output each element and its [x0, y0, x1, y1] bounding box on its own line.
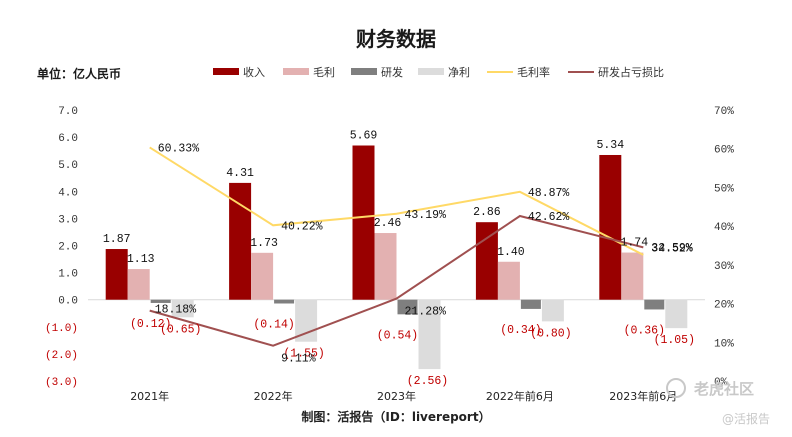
legend-label: 收入: [243, 65, 265, 79]
rd-loss-ratio-line-label: 34.52%: [651, 242, 693, 255]
rd-bar: [521, 300, 541, 309]
legend-label: 研发: [381, 65, 403, 79]
legend-swatch: [351, 68, 377, 75]
revenue-bar-label: 4.31: [226, 167, 254, 180]
gross-profit-bar: [621, 253, 643, 300]
legend-label: 毛利: [313, 66, 335, 79]
rd-bar: [151, 300, 171, 303]
left-tick-label: 1.0: [58, 269, 78, 281]
right-tick-label: 40%: [714, 222, 734, 234]
watermark: 老虎社区 @活报告: [667, 379, 770, 426]
rd-loss-ratio-line-label: 42.62%: [528, 211, 570, 224]
right-tick-label: 10%: [714, 338, 734, 350]
left-tick-label: 2.0: [58, 242, 78, 254]
gross-margin-line-label: 43.19%: [405, 209, 447, 222]
gross-margin-line-label: 48.87%: [528, 187, 570, 200]
left-tick-label: 4.0: [58, 187, 78, 199]
revenue-bar: [106, 249, 128, 300]
category-label: 2022年: [254, 389, 293, 403]
net-profit-bar-label: (1.05): [654, 334, 695, 347]
watermark-text: 老虎社区: [693, 380, 754, 398]
right-tick-label: 50%: [714, 183, 734, 195]
revenue-bar-label: 5.69: [350, 130, 378, 143]
watermark-sub: @活报告: [722, 411, 770, 426]
footer-credit: 制图：活报告（ID：livereport）: [301, 409, 490, 424]
left-tick-label: (1.0): [45, 323, 78, 335]
category-label: 2021年: [130, 389, 169, 403]
right-axis: 70%60%50%40%30%20%10%0%: [714, 106, 734, 389]
left-tick-label: 6.0: [58, 133, 78, 145]
gross-profit-bar-label: 1.13: [127, 253, 155, 266]
left-tick-label: (2.0): [45, 350, 78, 362]
right-tick-label: 20%: [714, 300, 734, 312]
net-profit-bar: [665, 300, 687, 328]
gross-profit-bar: [375, 233, 397, 300]
right-tick-label: 30%: [714, 261, 734, 273]
right-tick-label: 70%: [714, 106, 734, 118]
revenue-bar: [599, 155, 621, 300]
gross-profit-bar-label: 1.40: [497, 246, 525, 259]
gross-profit-bar: [498, 262, 520, 300]
net-profit-bar-label: (0.80): [530, 327, 571, 340]
gross-profit-bar-label: 1.74: [620, 237, 648, 250]
revenue-bar: [353, 146, 375, 300]
legend-swatch: [418, 68, 444, 75]
rd-bar: [644, 300, 664, 310]
revenue-bar-label: 1.87: [103, 233, 131, 246]
left-tick-label: (3.0): [45, 377, 78, 389]
net-profit-bar-label: (2.56): [407, 375, 448, 388]
chart-title: 财务数据: [356, 27, 436, 51]
left-axis: 7.0 6.0 5.0 4.0 3.0 2.0 1.0 0.0 (1.0) (2.0) (3.0): [45, 106, 78, 389]
rd-loss-ratio-line-label: 9.11%: [281, 353, 316, 366]
gross-margin-line-label: 60.33%: [158, 142, 200, 155]
left-tick-label: 7.0: [58, 106, 78, 118]
gross-profit-bar-label: 1.73: [250, 237, 278, 250]
legend-swatch: [213, 68, 239, 75]
left-tick-label: 5.0: [58, 160, 78, 172]
right-tick-label: 60%: [714, 145, 734, 157]
gross-profit-bar: [128, 269, 150, 300]
category-axis: 2021年 2022年 2023年 2022年前6月 2023年前6月: [130, 389, 677, 403]
gross-profit-bar: [251, 253, 273, 300]
rd-bar-label: (0.54): [377, 329, 418, 342]
legend: 收入 毛利 研发 净利 毛利率 研发占亏损比: [213, 65, 664, 79]
net-profit-bar: [542, 300, 564, 322]
rd-bar: [274, 300, 294, 304]
net-profit-bar-label: (0.65): [160, 323, 201, 336]
rd-loss-ratio-line-label: 21.28%: [405, 306, 447, 319]
gross-margin-line-label: 40.22%: [281, 220, 323, 233]
financial-chart: 财务数据 单位：亿人民币 收入 毛利 研发 净利 毛利率 研发占亏损比 7.0 6.0 5.0…: [0, 0, 792, 437]
rd-loss-ratio-line-label: 18.18%: [155, 304, 197, 317]
rd-bar-label: (0.14): [253, 318, 294, 331]
left-tick-label: 3.0: [58, 214, 78, 226]
category-label: 2023年: [377, 389, 416, 403]
gross-profit-bar-label: 2.46: [374, 217, 402, 230]
revenue-bar-label: 2.86: [473, 206, 501, 219]
legend-label: 毛利率: [517, 65, 550, 79]
legend-swatch: [283, 68, 309, 75]
unit-label: 单位：亿人民币: [37, 66, 121, 81]
legend-label: 研发占亏损比: [598, 65, 664, 79]
left-tick-label: 0.0: [58, 296, 78, 308]
legend-label: 净利: [448, 65, 470, 79]
category-label: 2022年前6月: [486, 389, 554, 403]
revenue-bar-label: 5.34: [596, 139, 624, 152]
